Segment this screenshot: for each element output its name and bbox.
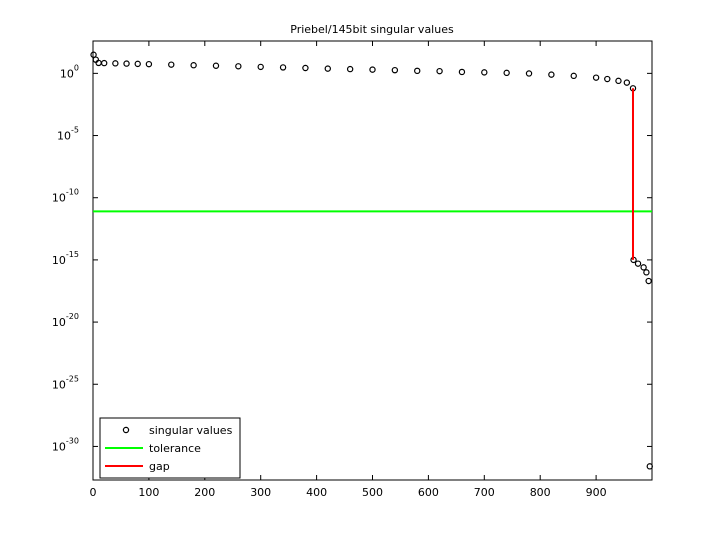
y-tick-label: 100 — [60, 63, 79, 80]
tick-base: 10 — [52, 254, 66, 267]
tick-base: 10 — [52, 192, 66, 205]
tick-base: 10 — [52, 316, 66, 329]
tick-exponent: -10 — [66, 188, 79, 197]
data-point — [324, 65, 331, 72]
y-tick-label: 10-25 — [52, 374, 79, 391]
data-point — [623, 79, 631, 86]
data-point — [369, 66, 376, 73]
tick-base: 10 — [52, 378, 66, 391]
data-point — [592, 74, 600, 81]
data-point — [645, 277, 652, 285]
data-point — [279, 64, 287, 71]
chart-title: Priebel/145bit singular values — [290, 23, 454, 36]
y-tick-label: 10-20 — [52, 312, 79, 329]
data-point — [391, 66, 399, 74]
y-tick-label: 10-15 — [52, 250, 79, 267]
y-tick-label: 10-10 — [52, 188, 79, 205]
tick-base: 10 — [52, 440, 66, 453]
legend-label: singular values — [149, 424, 233, 437]
tick-exponent: -15 — [66, 250, 79, 259]
data-point — [503, 69, 510, 77]
x-tick-label: 500 — [362, 486, 383, 499]
data-point — [643, 269, 650, 276]
data-point — [123, 60, 130, 67]
data-point — [112, 60, 119, 67]
data-point — [212, 62, 220, 69]
tick-exponent: -5 — [71, 126, 79, 135]
data-point — [145, 60, 153, 68]
tick-exponent: -25 — [66, 374, 79, 383]
tick-exponent: 0 — [74, 63, 79, 72]
x-tick-label: 900 — [586, 486, 607, 499]
data-point — [570, 72, 577, 80]
legend-marker — [122, 426, 130, 434]
tick-exponent: -30 — [66, 436, 79, 445]
x-tick-label: 800 — [530, 486, 551, 499]
x-tick-label: 0 — [90, 486, 97, 499]
data-point — [346, 65, 354, 73]
data-point — [615, 77, 622, 85]
y-tick-label: 10-5 — [57, 126, 79, 143]
tick-exponent: -20 — [66, 312, 79, 321]
legend-label: gap — [149, 460, 170, 473]
y-tick-label: 10-30 — [52, 436, 79, 453]
x-tick-label: 700 — [474, 486, 495, 499]
data-point — [646, 463, 653, 470]
data-point — [604, 75, 611, 83]
data-point — [235, 63, 242, 70]
x-tick-label: 400 — [306, 486, 327, 499]
data-point — [302, 64, 309, 72]
data-point — [134, 60, 141, 68]
data-point — [481, 69, 488, 76]
x-tick-label: 300 — [250, 486, 271, 499]
data-point — [90, 51, 97, 58]
x-tick-label: 600 — [418, 486, 439, 499]
data-point — [168, 61, 175, 68]
data-point — [414, 67, 421, 75]
data-point — [634, 260, 642, 267]
tick-base: 10 — [60, 67, 74, 80]
data-point — [458, 68, 466, 76]
legend-label: tolerance — [149, 442, 201, 455]
x-tick-label: 100 — [138, 486, 159, 499]
data-point — [525, 70, 533, 77]
data-point — [640, 264, 647, 271]
data-point — [436, 67, 443, 75]
x-tick-label: 200 — [194, 486, 215, 499]
data-point — [100, 59, 108, 67]
data-point — [548, 71, 555, 78]
data-point — [257, 63, 264, 71]
tick-base: 10 — [57, 130, 71, 143]
data-point — [190, 62, 197, 69]
plot-area — [92, 40, 653, 481]
